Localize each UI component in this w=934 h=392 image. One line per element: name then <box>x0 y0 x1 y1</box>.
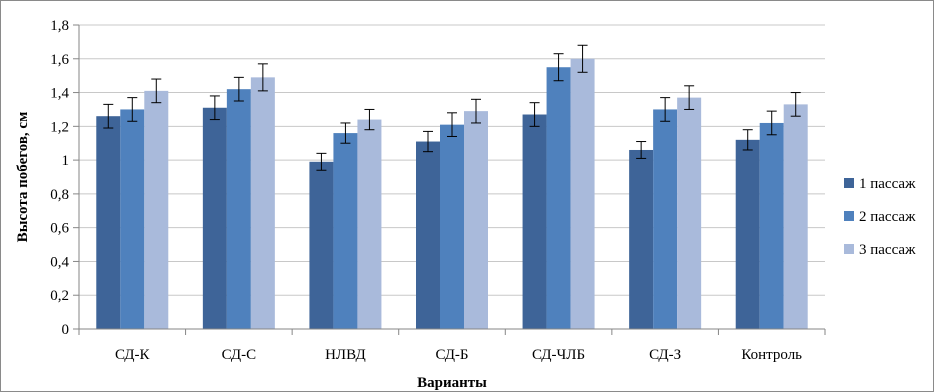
legend-label: 1 пассаж <box>859 176 916 192</box>
y-tick-label: 0,2 <box>50 288 69 304</box>
y-tick-label: 0,4 <box>50 254 69 270</box>
bar <box>629 149 654 329</box>
x-axis-title: Варианты <box>417 375 487 391</box>
x-tick-label: СД-З <box>649 347 681 363</box>
legend-swatch <box>844 244 854 254</box>
bar <box>96 116 121 329</box>
x-tick-label: СД-ЧЛБ <box>532 347 585 363</box>
y-tick-label: 1,6 <box>50 52 69 68</box>
bar <box>653 109 678 329</box>
legend-label: 2 пассаж <box>859 209 916 225</box>
x-tick-label: СД-Б <box>435 347 468 363</box>
bar <box>250 77 275 329</box>
bar <box>464 111 488 329</box>
y-axis-title: Высота побегов, см <box>15 112 31 243</box>
x-tick-label: СД-С <box>222 347 257 363</box>
y-tick-label: 0,6 <box>50 221 69 237</box>
bar <box>202 107 227 329</box>
bar <box>440 124 464 330</box>
y-tick-label: 1 <box>62 153 70 169</box>
y-tick-labels: 0 0,2 0,4 0,6 0,8 1 1,2 1,4 1,6 1,8 <box>50 18 69 338</box>
x-tick-labels: СД-К СД-С НЛВД СД-Б СД-ЧЛБ СД-З Контроль <box>115 347 802 363</box>
legend-swatch <box>844 178 854 188</box>
x-tick-label: СД-К <box>115 347 150 363</box>
y-tick-label: 1,4 <box>50 86 69 102</box>
bar <box>783 104 808 329</box>
axes <box>73 24 826 335</box>
bar <box>333 133 358 329</box>
bar <box>120 109 145 329</box>
bar <box>226 89 251 329</box>
y-tick-label: 0 <box>62 322 70 338</box>
bar <box>759 122 784 329</box>
x-tick-label: Контроль <box>741 347 802 363</box>
y-tick-label: 1,8 <box>50 18 69 34</box>
bar <box>357 119 382 329</box>
bar <box>546 67 571 329</box>
legend: 1 пассаж 2 пассаж 3 пассаж <box>844 176 916 258</box>
bar <box>735 139 760 329</box>
bar <box>309 161 334 329</box>
legend-swatch <box>844 211 854 221</box>
bar <box>416 141 440 329</box>
y-tick-label: 0,8 <box>50 187 69 203</box>
legend-label: 3 пассаж <box>859 242 916 258</box>
bar <box>677 97 702 329</box>
bar <box>522 114 547 329</box>
bar <box>570 58 595 330</box>
bars <box>96 58 808 330</box>
bar <box>144 90 169 329</box>
error-bars <box>103 44 801 171</box>
x-tick-label: НЛВД <box>325 347 366 363</box>
y-tick-label: 1,2 <box>50 119 69 135</box>
